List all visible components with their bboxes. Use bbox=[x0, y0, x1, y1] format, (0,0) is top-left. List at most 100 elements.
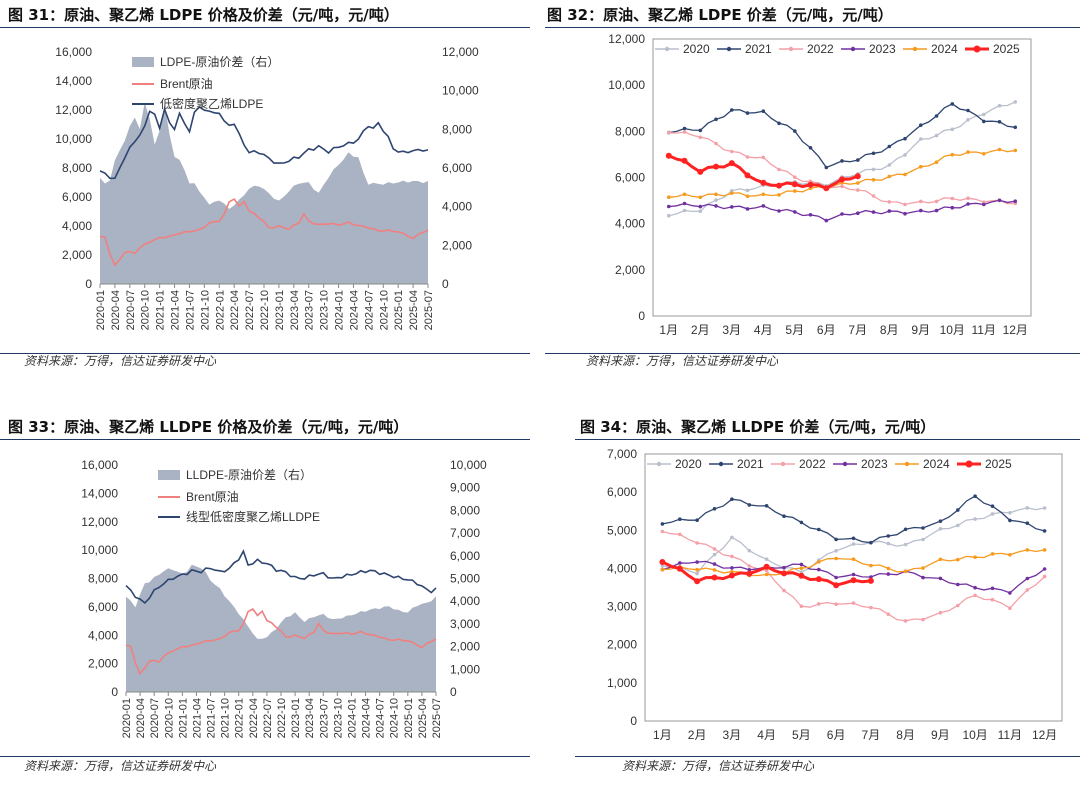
y-tick-label: 0 bbox=[630, 714, 637, 728]
series-point-2023 bbox=[851, 572, 856, 577]
figure-34-title: 图 34：原油、聚乙烯 LLDPE 价差（元/吨，元/吨） bbox=[580, 418, 936, 436]
title-rule bbox=[0, 439, 530, 440]
series-point-2023 bbox=[782, 565, 786, 570]
series-point-2024 bbox=[851, 557, 856, 561]
series-point-2022 bbox=[903, 202, 907, 207]
x-tick-label: 9月 bbox=[931, 728, 950, 742]
legend-marker-2025 bbox=[973, 45, 981, 53]
x-tick-label: 1月 bbox=[653, 728, 672, 742]
x-tick-label: 11月 bbox=[998, 728, 1022, 742]
x-tick-label: 2025-04 bbox=[408, 290, 420, 330]
series-point-2023 bbox=[956, 582, 960, 587]
series-point-2024 bbox=[793, 189, 797, 193]
y-tick-label-right: 4,000 bbox=[450, 594, 480, 608]
x-tick-label: 2025-01 bbox=[393, 290, 405, 330]
series-point-2020 bbox=[950, 127, 955, 132]
series-point-2021 bbox=[919, 123, 923, 127]
series-point-2023 bbox=[834, 575, 838, 580]
legend-label: 2025 bbox=[985, 457, 1012, 471]
series-point-2021 bbox=[851, 536, 856, 541]
y-tick-label-right: 4,000 bbox=[442, 200, 472, 214]
y-tick-label-right: 12,000 bbox=[442, 45, 479, 59]
series-point-2023 bbox=[824, 218, 829, 223]
legend-label: 2020 bbox=[683, 42, 710, 56]
legend-marker-2020 bbox=[664, 46, 670, 52]
x-tick-label: 2024-01 bbox=[334, 290, 346, 330]
x-tick-label: 2020-01 bbox=[121, 698, 133, 738]
x-tick-label: 2021-07 bbox=[184, 290, 196, 330]
series-point-2020 bbox=[871, 167, 876, 172]
series-point-2022 bbox=[682, 130, 687, 134]
x-tick-label: 2020-10 bbox=[140, 290, 152, 330]
series-point-2020 bbox=[714, 198, 718, 202]
legend-label: 2023 bbox=[861, 457, 888, 471]
legend-label: 2024 bbox=[931, 42, 958, 56]
y-tick-label: 10,000 bbox=[608, 78, 645, 92]
series-point-2023 bbox=[950, 205, 955, 210]
y-tick-label-right: 10,000 bbox=[442, 84, 479, 98]
pe-line-series bbox=[125, 549, 437, 604]
y-tick-label: 6,000 bbox=[607, 485, 637, 499]
y-tick-label-left: 16,000 bbox=[81, 458, 118, 472]
x-tick-label: 2025-01 bbox=[403, 698, 415, 738]
series-point-2023 bbox=[997, 198, 1002, 203]
brent-line-series bbox=[99, 198, 429, 267]
series-point-2025 bbox=[763, 563, 770, 570]
x-tick-label: 4月 bbox=[757, 728, 776, 742]
series-point-2025 bbox=[665, 152, 672, 159]
series-point-2023 bbox=[695, 560, 699, 564]
series-point-2024 bbox=[764, 572, 769, 577]
series-point-2021 bbox=[934, 114, 939, 118]
series-point-2021 bbox=[695, 518, 699, 522]
series-point-2020 bbox=[1042, 506, 1047, 510]
x-tick-label: 2020-01 bbox=[95, 290, 107, 330]
series-point-2025 bbox=[728, 572, 735, 579]
figure-33-title: 图 33：原油、聚乙烯 LLDPE 价格及价差（元/吨，元/吨） bbox=[8, 418, 409, 436]
y-tick-label-right: 10,000 bbox=[450, 458, 487, 472]
y-tick-label-right: 7,000 bbox=[450, 526, 480, 540]
y-tick-label-right: 0 bbox=[450, 685, 457, 699]
series-point-2020 bbox=[799, 570, 804, 574]
series-point-2022 bbox=[730, 554, 734, 559]
series-point-2024 bbox=[777, 193, 781, 197]
series-point-2022 bbox=[793, 175, 797, 179]
series-point-2021 bbox=[887, 144, 892, 149]
figure-32-title: 图 32：原油、聚乙烯 LDPE 价差（元/吨，元/吨） bbox=[547, 6, 893, 24]
legend-label: 2023 bbox=[869, 42, 896, 56]
series-point-2022 bbox=[956, 603, 960, 608]
series-point-2024 bbox=[973, 555, 977, 559]
series-point-2023 bbox=[903, 211, 907, 216]
y-tick-label-left: 12,000 bbox=[55, 103, 92, 117]
series-point-2025 bbox=[839, 176, 845, 183]
legend-label: 线型低密度聚乙烯LLDPE bbox=[186, 509, 320, 524]
y-tick-label-left: 0 bbox=[85, 277, 92, 291]
series-point-2021 bbox=[1042, 529, 1047, 533]
x-tick-label: 2022-01 bbox=[214, 290, 226, 330]
x-tick-label: 2022-01 bbox=[234, 698, 246, 738]
series-point-2021 bbox=[997, 120, 1002, 124]
series-point-2025 bbox=[713, 163, 719, 170]
series-point-2024 bbox=[871, 178, 876, 182]
series-point-2025 bbox=[744, 172, 751, 179]
series-point-2021 bbox=[834, 537, 838, 542]
series-point-2020 bbox=[745, 188, 750, 193]
series-point-2024 bbox=[887, 174, 892, 179]
series-point-2025 bbox=[728, 160, 735, 167]
series-point-2025 bbox=[681, 157, 688, 164]
series-point-2022 bbox=[934, 199, 939, 204]
series-point-2024 bbox=[934, 160, 939, 164]
y-tick-label-right: 9,000 bbox=[450, 481, 480, 495]
series-point-2022 bbox=[714, 141, 718, 146]
series-point-2023 bbox=[799, 562, 804, 567]
series-point-2022 bbox=[886, 612, 891, 616]
legend-label: 2021 bbox=[745, 42, 772, 56]
series-point-2025 bbox=[746, 570, 753, 577]
series-point-2025 bbox=[676, 565, 683, 572]
series-point-2020 bbox=[1008, 511, 1012, 515]
x-tick-label: 2021-04 bbox=[170, 290, 182, 330]
legend-label: 2022 bbox=[799, 457, 826, 471]
series-point-2023 bbox=[1008, 591, 1012, 595]
y-tick-label-right: 2,000 bbox=[442, 238, 472, 252]
x-tick-label: 3月 bbox=[722, 323, 741, 337]
series-point-2024 bbox=[714, 192, 718, 197]
